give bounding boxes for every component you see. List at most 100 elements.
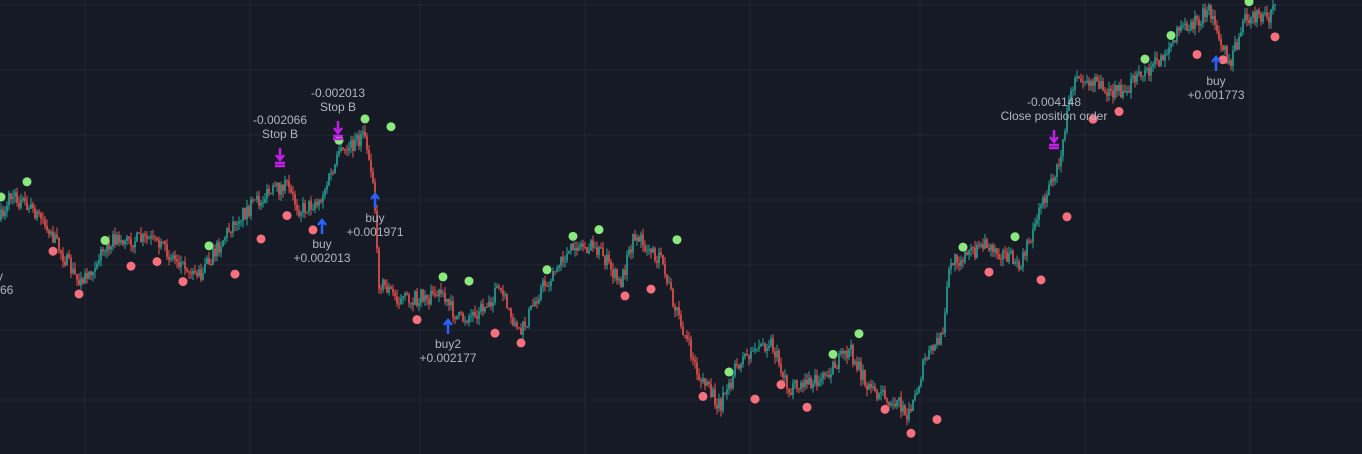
signal-dot-low [412,315,422,325]
candle-body [66,254,68,266]
candle-body [1260,14,1262,22]
candle-body [766,348,768,352]
candle-body [1146,68,1148,70]
candle-body [210,263,212,265]
candle-body [446,299,448,302]
candle-body [1184,23,1186,26]
candle-body [284,180,286,191]
candle-body [504,294,506,296]
candle-body [1084,81,1086,83]
candle-body [476,316,478,319]
candle-body [460,312,462,314]
candle-body [104,251,106,253]
candle-body [336,154,338,165]
candle-body [256,195,258,200]
candle-body [352,140,354,151]
candle-body [294,194,296,205]
candle-body [138,232,140,234]
signal-dot-low [1062,212,1072,222]
candle-body [430,290,432,305]
candle-body [1048,185,1050,195]
candle-body [1256,10,1258,23]
candle-body [814,375,816,384]
candle-body [590,240,592,251]
candle-body [546,285,548,287]
trade-profit: -0.004148 [1027,95,1081,109]
signal-dot-low [1218,55,1228,65]
candle-body [914,394,916,400]
candle-body [44,219,46,226]
candle-body [62,253,64,262]
candle-body [176,259,178,262]
candle-body [398,303,400,305]
candle-body [1076,76,1078,78]
trade-label: buy [365,211,384,225]
candle-body [878,393,880,399]
candle-body [998,254,1000,259]
candle-body [684,335,686,337]
candle-body [816,375,818,386]
candle-body [378,248,380,289]
candle-body [682,326,684,336]
candle-body [594,247,596,249]
candle-body [850,344,852,350]
candle-body [792,383,794,396]
candle-body [1206,10,1208,18]
candle-body [364,131,366,137]
candle-body [648,249,650,251]
candle-body [1120,84,1122,98]
candle-body [1194,16,1196,30]
candle-body [596,247,598,255]
candle-body [556,267,558,272]
candle-body [508,307,510,309]
signal-dot-low [802,402,812,412]
candle-body [54,234,56,243]
candle-body [544,280,546,286]
signal-dot-high [594,225,604,235]
candle-body [36,211,38,219]
candle-body [122,240,124,245]
signal-dot-low [1270,32,1280,42]
candle-body [1128,91,1130,93]
candle-body [728,382,730,390]
candle-body [1240,31,1242,37]
candle-body [180,262,182,267]
candle-body [610,261,612,270]
candle-body [812,383,814,388]
candle-body [456,315,458,320]
candle-body [392,288,394,293]
candle-body [834,361,836,369]
candle-body [454,317,456,320]
candle-body [798,388,800,390]
candle-body [794,380,796,384]
candle-body [106,239,108,252]
candle-body [1246,14,1248,21]
candle-body [402,296,404,299]
candle-body [848,349,850,358]
candle-body [1210,5,1212,19]
candle-body [700,380,702,382]
candle-body [1270,9,1272,23]
candle-body [270,193,272,195]
candle-body [420,289,422,303]
candle-body [1140,71,1142,77]
candle-body [412,302,414,305]
candle-body [128,236,130,239]
candle-body [930,345,932,351]
candle-body [1192,21,1194,30]
candle-body [50,231,52,235]
signal-dot-low [932,414,942,424]
candle-body [280,184,282,195]
candle-body [990,244,992,251]
candle-body [530,305,532,310]
candle-body [890,403,892,406]
candle-body [1024,252,1026,256]
candle-body [970,247,972,251]
candle-body [82,278,84,284]
candle-body [1104,90,1106,93]
candle-body [30,204,32,209]
candle-body [224,237,226,241]
candle-body [184,261,186,269]
candle-body [1178,27,1180,31]
candle-body [1124,90,1126,93]
